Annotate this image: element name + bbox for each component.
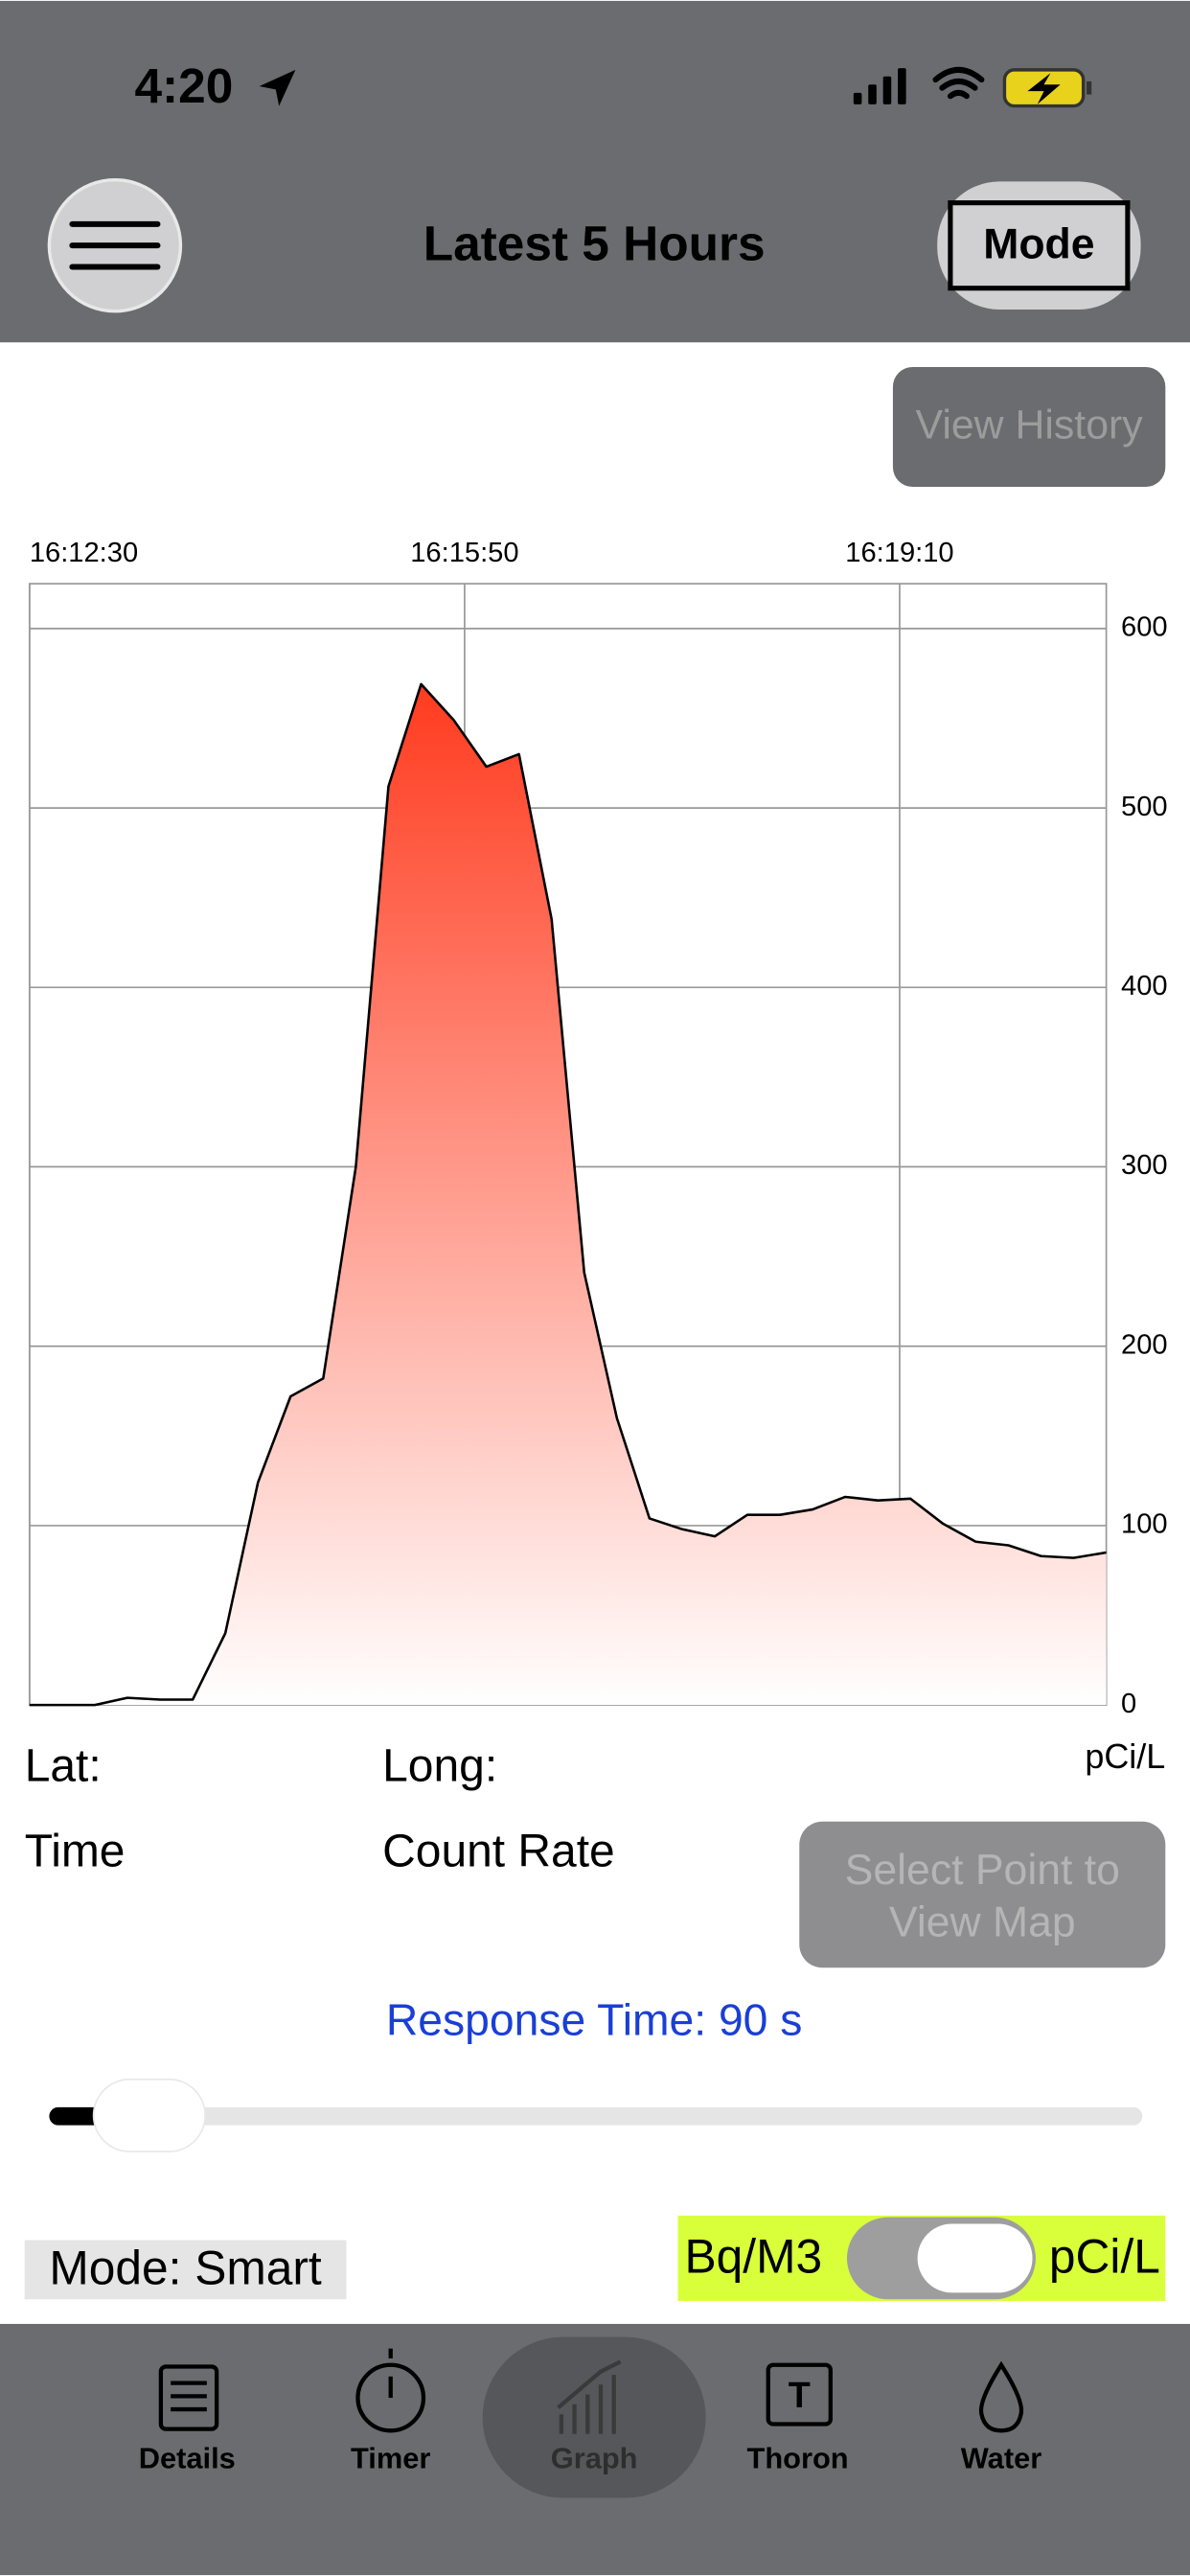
tab-label[interactable]: Details [139, 2441, 236, 2474]
view-history-label: View History [916, 402, 1144, 448]
y-tick-label: 500 [1121, 792, 1168, 822]
long-label: Long: [382, 1741, 497, 1792]
location-icon [259, 69, 296, 106]
mode-button-label: Mode [983, 221, 1094, 268]
tab-icons [158, 2348, 1024, 2434]
area [29, 683, 1107, 1706]
thoron-icon-letter: T [789, 2375, 811, 2415]
slider-track [49, 2106, 1143, 2126]
x-tick-label: 16:19:10 [845, 538, 953, 568]
menu-icon [69, 220, 161, 270]
mode-label: Mode: Smart [49, 2241, 322, 2294]
y-tick-label: 0 [1121, 1689, 1136, 1719]
slider-thumb[interactable] [92, 2078, 206, 2152]
y-tick-label: 400 [1121, 971, 1168, 1001]
response-time: Response Time: 90 s [386, 1995, 802, 2045]
tab-label[interactable]: Thoron [746, 2441, 848, 2474]
mode-label-bg [24, 2240, 347, 2300]
chart: 0 100 200 300 400 500 600 16:12:30 16:15:50 16:19… [28, 538, 1168, 1776]
status-time: 4:20 [134, 58, 233, 113]
mode-button[interactable] [937, 181, 1141, 310]
y-tick-label: 600 [1121, 612, 1168, 643]
tab-label[interactable]: Timer [351, 2441, 430, 2474]
tab-label[interactable]: Graph [551, 2441, 638, 2474]
time-label: Time [25, 1827, 126, 1877]
line [29, 682, 1107, 1707]
tab-selected-bg [482, 2336, 706, 2498]
battery-tip [1087, 80, 1092, 95]
tab-labels: Details Timer Graph Thoron Water [139, 2441, 1042, 2474]
y-unit: pCi/L [1085, 1736, 1165, 1776]
view-history-button[interactable] [892, 366, 1166, 488]
battery-bolt [1027, 73, 1061, 104]
count-rate-label: Count Rate [382, 1827, 615, 1877]
wifi-icon [932, 66, 985, 100]
map-button[interactable] [799, 1821, 1166, 1968]
y-tick-label: 200 [1121, 1329, 1168, 1360]
y-tick-label: 300 [1121, 1150, 1168, 1181]
y-tick-label: 100 [1121, 1509, 1168, 1540]
x-tick-label: 16:12:30 [30, 538, 138, 568]
header-title: Latest 5 Hours [423, 215, 766, 270]
lat-label: Lat: [25, 1741, 102, 1792]
signal-icon [853, 68, 906, 104]
mode-button-frame [948, 200, 1131, 291]
map-button-text-box: Select Point to View Map [844, 1843, 1120, 1946]
tab-label[interactable]: Water [961, 2441, 1042, 2474]
x-tick-label: 16:15:50 [410, 538, 518, 568]
unit-switch-knob [917, 2223, 1033, 2293]
unit-right: pCi/L [1049, 2229, 1160, 2283]
map-button-label: Select Point to View Map [844, 1843, 1120, 1946]
unit-left: Bq/M3 [685, 2229, 823, 2283]
